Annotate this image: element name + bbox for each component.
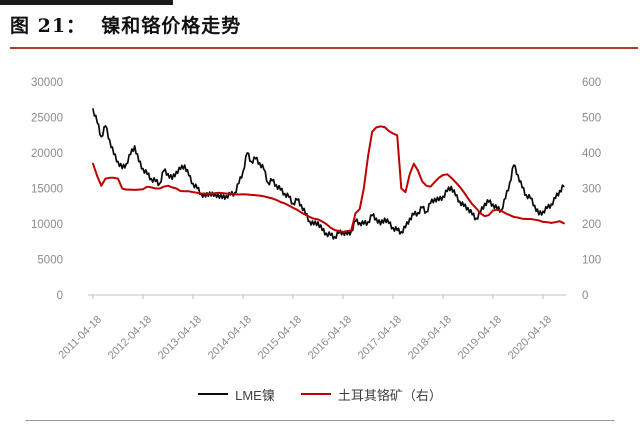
y-axis-right-label: 300 xyxy=(582,184,601,196)
y-axis-left-label: 0 xyxy=(57,290,63,302)
y-axis-left-label: 30000 xyxy=(31,77,63,89)
x-tick-label: 2014-04-18 xyxy=(206,314,254,362)
x-tick-label: 2013-04-18 xyxy=(156,314,204,362)
legend-item-turkey-chrome-ore: 土耳其铬矿（右） xyxy=(300,385,442,404)
chart-canvas: 2011-04-18 2012-04-18 2013-04-18 2014-04-18… xyxy=(31,77,601,362)
price-trend-chart: 2011-04-18 2012-04-18 2013-04-18 2014-04-18… xyxy=(0,55,640,385)
y-axis-left-label: 10000 xyxy=(31,219,63,231)
legend-line-sample-black xyxy=(198,392,229,396)
x-tick-label: 2012-04-18 xyxy=(106,314,154,362)
top-black-bar xyxy=(0,0,173,5)
series-line-lme-nickel xyxy=(92,108,565,240)
y-axis-right-label: 0 xyxy=(582,290,588,302)
chart-legend: LME镍 土耳其铬矿（右） xyxy=(0,384,640,404)
x-tick-label: 2011-04-18 xyxy=(56,314,104,362)
legend-label-lme-nickel: LME镍 xyxy=(235,387,275,403)
series-line-turkey-chrome-ore xyxy=(92,125,565,233)
y-axis-right-label: 600 xyxy=(582,77,601,89)
x-tick-label: 2019-04-18 xyxy=(456,314,504,362)
title-underline xyxy=(10,47,638,49)
y-axis-left-label: 15000 xyxy=(31,184,63,196)
x-tick-label: 2018-04-18 xyxy=(406,314,454,362)
bottom-divider xyxy=(25,420,615,421)
y-axis-right-label: 100 xyxy=(582,255,601,267)
figure-title: 图 21： 镍和铬价格走势 xyxy=(10,15,242,37)
x-tick-label: 2020-04-18 xyxy=(506,314,554,362)
y-axis-left-label: 20000 xyxy=(31,148,63,160)
x-tick-label: 2015-04-18 xyxy=(256,314,304,362)
legend-label-turkey-chrome-ore: 土耳其铬矿（右） xyxy=(337,387,442,403)
y-axis-left-label: 5000 xyxy=(37,255,63,267)
x-tick-label: 2017-04-18 xyxy=(356,314,404,362)
y-axis-right-label: 400 xyxy=(582,148,601,160)
y-axis-left-label: 25000 xyxy=(31,113,63,125)
y-axis-right-label: 200 xyxy=(582,219,601,231)
y-axis-right-label: 500 xyxy=(582,113,601,125)
legend-item-lme-nickel: LME镍 xyxy=(198,385,275,404)
x-tick-label: 2016-04-18 xyxy=(306,314,354,362)
legend-line-sample-red xyxy=(300,392,331,396)
